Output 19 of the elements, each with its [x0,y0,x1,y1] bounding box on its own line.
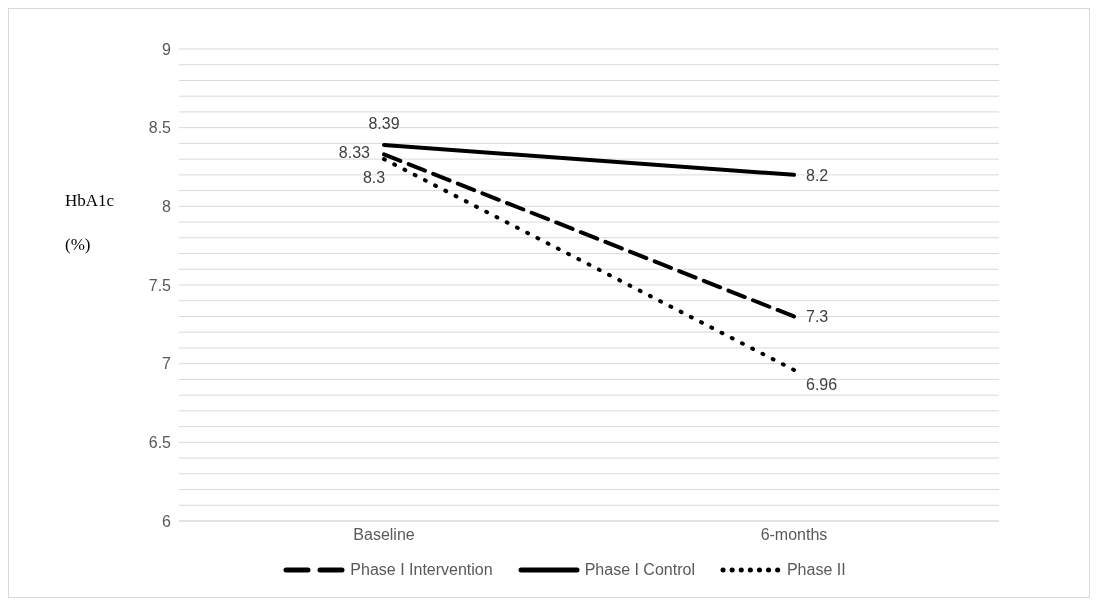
legend-label: Phase II [786,561,846,579]
x-tick-label: Baseline [353,526,415,544]
legend-label: Phase I Intervention [350,561,493,579]
y-tick-label: 7.5 [148,276,172,294]
legend-label: Phase I Control [584,561,695,579]
data-label: 7.3 [806,308,829,326]
y-tick-label: 8.5 [148,119,172,137]
data-label: 8.33 [338,144,371,162]
data-label: 6.96 [806,375,838,393]
data-label: 8.2 [806,166,829,184]
data-label: 8.3 [362,169,386,187]
text: HbA1c (%) [65,191,115,254]
y-tick-label: 9 [162,40,172,58]
y-tick-label: 6.5 [148,434,172,452]
data-label: 8.39 [368,114,400,132]
y-tick-label: 8 [162,198,172,216]
x-tick-label: 6-months [760,526,828,544]
y-tick-label: 7 [162,355,172,373]
y-tick-label: 6 [162,512,172,530]
